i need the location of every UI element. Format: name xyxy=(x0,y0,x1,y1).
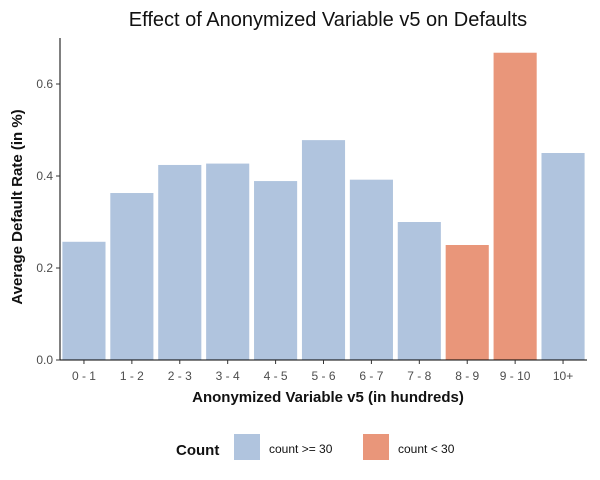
y-axis-title: Average Default Rate (in %) xyxy=(9,109,26,304)
y-tick-label: 0.6 xyxy=(36,77,53,91)
x-tick-label: 0 - 1 xyxy=(72,369,96,383)
bar-1 xyxy=(62,241,106,360)
x-tick-label: 10+ xyxy=(553,369,573,383)
bars-group xyxy=(62,52,585,360)
bar-11 xyxy=(541,153,585,360)
x-axis-title: Anonymized Variable v5 (in hundreds) xyxy=(192,389,464,406)
y-tick-label: 0.2 xyxy=(36,261,53,275)
legend-title: Count xyxy=(176,442,219,459)
x-tick-label: 3 - 4 xyxy=(216,369,240,383)
chart-title: Effect of Anonymized Variable v5 on Defa… xyxy=(129,9,527,31)
bar-7 xyxy=(349,179,393,360)
x-tick-label: 5 - 6 xyxy=(311,369,335,383)
legend-label-count-ge-30: count >= 30 xyxy=(269,442,333,456)
legend: Count count >= 30 count < 30 xyxy=(176,434,455,460)
legend-swatch-count-lt-30 xyxy=(363,434,389,460)
bar-2 xyxy=(110,193,154,360)
x-tick-label: 8 - 9 xyxy=(455,369,479,383)
x-axis-ticks: 0 - 1 1 - 2 2 - 3 3 - 4 4 - 5 5 - 6 6 - 7 7 - 8… xyxy=(72,360,573,383)
x-tick-label: 9 - 10 xyxy=(500,369,531,383)
x-tick-label: 6 - 7 xyxy=(359,369,383,383)
y-tick-label: 0.4 xyxy=(36,169,53,183)
bar-6 xyxy=(301,140,346,360)
bar-9 xyxy=(445,245,489,360)
y-axis-ticks: 0.0 0.2 0.4 0.6 xyxy=(36,77,60,367)
bar-3 xyxy=(158,164,202,360)
bar-5 xyxy=(254,181,298,360)
x-tick-label: 2 - 3 xyxy=(168,369,192,383)
legend-swatch-count-ge-30 xyxy=(234,434,260,460)
x-tick-label: 7 - 8 xyxy=(407,369,431,383)
bar-10 xyxy=(493,52,537,360)
bar-4 xyxy=(206,163,250,360)
plot-area: 0.0 0.2 0.4 0.6 0 - 1 1 - 2 2 - 3 3 - 4 4 - 5 5 … xyxy=(36,38,587,383)
x-tick-label: 1 - 2 xyxy=(120,369,144,383)
bar-8 xyxy=(397,222,441,360)
y-tick-label: 0.0 xyxy=(36,353,53,367)
x-tick-label: 4 - 5 xyxy=(264,369,288,383)
legend-label-count-lt-30: count < 30 xyxy=(398,442,455,456)
